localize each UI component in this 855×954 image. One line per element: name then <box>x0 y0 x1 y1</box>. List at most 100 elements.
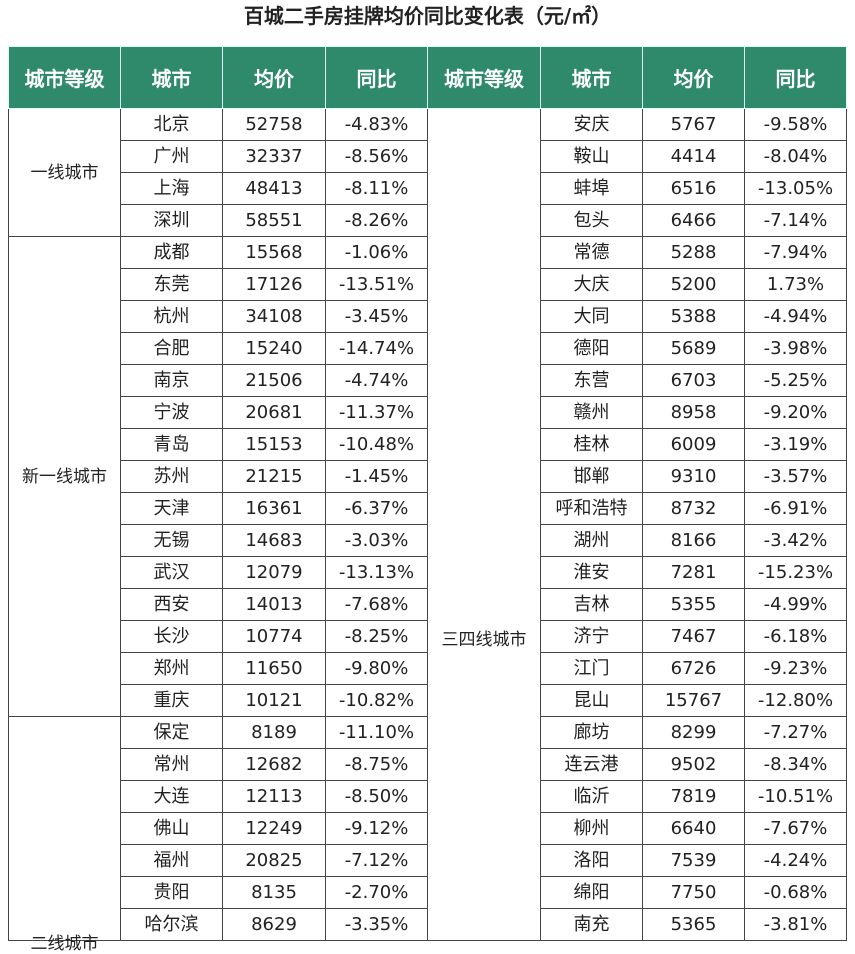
table-row: 重庆 10121 -10.82% 昆山 15767 -12.80% <box>9 684 847 717</box>
change-cell: -3.03% <box>325 524 428 557</box>
change-cell: -13.13% <box>325 556 428 589</box>
city-cell: 重庆 <box>120 684 223 717</box>
price-cell: 8135 <box>222 876 326 909</box>
change-cell: -1.45% <box>325 460 428 493</box>
table-row: 青岛 15153 -10.48% 桂林 6009 -3.19% <box>9 428 847 461</box>
change-cell: -10.82% <box>325 684 428 717</box>
column-header: 均价 <box>642 46 745 109</box>
city-cell: 武汉 <box>120 556 223 589</box>
city-cell: 连云港 <box>540 748 643 781</box>
price-cell: 20681 <box>222 396 326 429</box>
price-cell: 8629 <box>222 908 326 941</box>
city-cell: 天津 <box>120 492 223 525</box>
city-cell: 成都 <box>120 236 223 269</box>
city-cell: 湖州 <box>540 524 643 557</box>
price-cell: 52758 <box>222 108 326 141</box>
table-row: 东莞 17126 -13.51% 大庆 5200 1.73% <box>9 268 847 301</box>
price-cell: 5388 <box>642 300 745 333</box>
change-cell: -15.23% <box>744 556 847 589</box>
change-cell: -11.37% <box>325 396 428 429</box>
table-row: 佛山 12249 -9.12% 柳州 6640 -7.67% <box>9 812 847 845</box>
price-cell: 8189 <box>222 716 326 749</box>
city-cell: 宁波 <box>120 396 223 429</box>
change-cell: -10.48% <box>325 428 428 461</box>
change-cell: -9.23% <box>744 652 847 685</box>
change-cell: -8.50% <box>325 780 428 813</box>
city-cell: 廊坊 <box>540 716 643 749</box>
price-cell: 15568 <box>222 236 326 269</box>
table-row: 大连 12113 -8.50% 临沂 7819 -10.51% <box>9 780 847 813</box>
price-cell: 9502 <box>642 748 745 781</box>
price-cell: 5689 <box>642 332 745 365</box>
change-cell: -0.68% <box>744 876 847 909</box>
city-cell: 桂林 <box>540 428 643 461</box>
change-cell: -3.45% <box>325 300 428 333</box>
change-cell: -9.20% <box>744 396 847 429</box>
city-cell: 东莞 <box>120 268 223 301</box>
price-cell: 16361 <box>222 492 326 525</box>
city-cell: 保定 <box>120 716 223 749</box>
tier-cell: 一线城市 <box>8 108 121 237</box>
price-cell: 12079 <box>222 556 326 589</box>
change-cell: -5.25% <box>744 364 847 397</box>
price-cell: 8299 <box>642 716 745 749</box>
tier-label: 三四线城市 <box>441 630 527 650</box>
price-cell: 21215 <box>222 460 326 493</box>
city-cell: 青岛 <box>120 428 223 461</box>
change-cell: -8.04% <box>744 140 847 173</box>
table-row: 哈尔滨 8629 -3.35% 南充 5365 -3.81% <box>9 908 847 941</box>
price-cell: 5200 <box>642 268 745 301</box>
price-cell: 10774 <box>222 620 326 653</box>
price-cell: 6640 <box>642 812 745 845</box>
price-cell: 14013 <box>222 588 326 621</box>
city-cell: 临沂 <box>540 780 643 813</box>
city-cell: 哈尔滨 <box>120 908 223 941</box>
change-cell: -8.34% <box>744 748 847 781</box>
city-cell: 包头 <box>540 204 643 237</box>
price-cell: 12249 <box>222 812 326 845</box>
city-cell: 常州 <box>120 748 223 781</box>
column-header: 城市等级 <box>8 46 121 109</box>
change-cell: -4.83% <box>325 108 428 141</box>
change-cell: -3.35% <box>325 908 428 941</box>
change-cell: -3.42% <box>744 524 847 557</box>
tier-label: 二线城市 <box>30 934 99 954</box>
column-header: 同比 <box>744 46 847 109</box>
city-cell: 洛阳 <box>540 844 643 877</box>
price-cell: 21506 <box>222 364 326 397</box>
change-cell: -4.24% <box>744 844 847 877</box>
city-cell: 德阳 <box>540 332 643 365</box>
price-cell: 12113 <box>222 780 326 813</box>
price-cell: 17126 <box>222 268 326 301</box>
price-cell: 6466 <box>642 204 745 237</box>
table-row: 天津 16361 -6.37% 呼和浩特 8732 -6.91% <box>9 492 847 525</box>
table-row: 苏州 21215 -1.45% 邯郸 9310 -3.57% <box>9 460 847 493</box>
change-cell: -6.37% <box>325 492 428 525</box>
change-cell: -7.14% <box>744 204 847 237</box>
city-cell: 大连 <box>120 780 223 813</box>
city-cell: 郑州 <box>120 652 223 685</box>
city-cell: 南充 <box>540 908 643 941</box>
change-cell: -9.80% <box>325 652 428 685</box>
change-cell: -11.10% <box>325 716 428 749</box>
change-cell: -6.18% <box>744 620 847 653</box>
price-cell: 7539 <box>642 844 745 877</box>
city-cell: 苏州 <box>120 460 223 493</box>
table-row: 南京 21506 -4.74% 东营 6703 -5.25% <box>9 364 847 397</box>
change-cell: -7.12% <box>325 844 428 877</box>
price-cell: 32337 <box>222 140 326 173</box>
city-cell: 佛山 <box>120 812 223 845</box>
price-cell: 15153 <box>222 428 326 461</box>
city-cell: 呼和浩特 <box>540 492 643 525</box>
change-cell: -10.51% <box>744 780 847 813</box>
price-cell: 8958 <box>642 396 745 429</box>
city-cell: 合肥 <box>120 332 223 365</box>
change-cell: -4.74% <box>325 364 428 397</box>
price-cell: 6703 <box>642 364 745 397</box>
city-cell: 南京 <box>120 364 223 397</box>
city-cell: 安庆 <box>540 108 643 141</box>
price-cell: 12682 <box>222 748 326 781</box>
city-cell: 大同 <box>540 300 643 333</box>
table-row: 武汉 12079 -13.13% 淮安 7281 -15.23% <box>9 556 847 589</box>
